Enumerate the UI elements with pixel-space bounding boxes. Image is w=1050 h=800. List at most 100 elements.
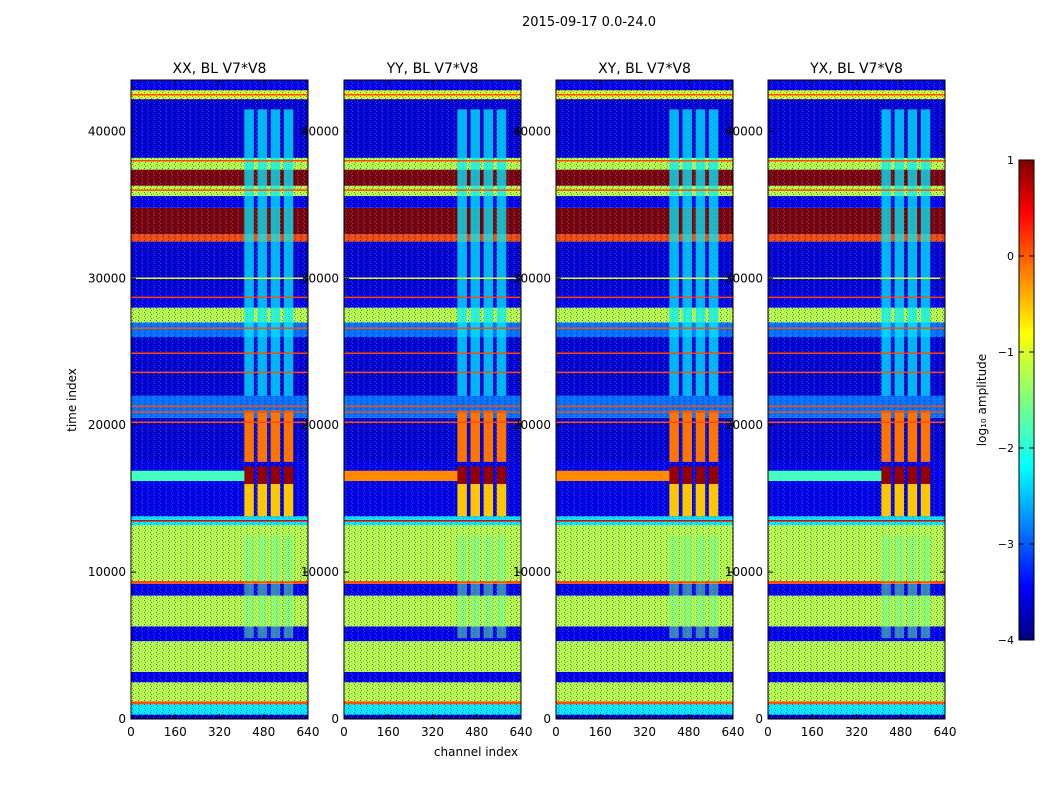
panel-xx: XX, BL V7*V8 0 160 320 480 640 0 10000 20000 3000… <box>88 61 320 739</box>
rfi-column <box>881 535 891 639</box>
y-tick-label: 30000 <box>88 271 126 285</box>
rfi-column-bright <box>708 483 719 517</box>
x-tick-label: 480 <box>677 725 700 739</box>
colorbar-tick-label: −2 <box>998 442 1014 455</box>
rfi-column-bright <box>920 483 931 517</box>
rfi-burst <box>695 466 706 484</box>
x-tick-label: 0 <box>127 725 135 739</box>
rfi-column <box>920 109 931 396</box>
x-tick-label: 160 <box>164 725 187 739</box>
x-tick-label: 640 <box>934 725 957 739</box>
rfi-column <box>244 109 254 396</box>
y-tick-label: 10000 <box>513 565 551 579</box>
noise-texture <box>131 80 308 719</box>
rfi-burst <box>894 466 904 484</box>
rfi-column <box>270 109 281 396</box>
rfi-column-bright <box>669 410 679 462</box>
broadband-burst <box>768 470 882 482</box>
rfi-column <box>682 109 692 396</box>
ylabel: time index <box>65 368 79 432</box>
colorbar-tick-label: 1 <box>1007 154 1014 167</box>
rfi-column-bright <box>881 410 891 462</box>
rfi-column <box>682 535 692 639</box>
x-tick-label: 640 <box>297 725 320 739</box>
broadband-burst <box>344 470 458 482</box>
rfi-column-bright <box>708 410 719 462</box>
rfi-column-bright <box>920 410 931 462</box>
rfi-column-bright <box>457 410 467 462</box>
rfi-column <box>894 109 904 396</box>
rfi-burst <box>483 466 494 484</box>
rfi-burst <box>257 466 267 484</box>
rfi-burst <box>907 466 918 484</box>
y-tick-label: 10000 <box>88 565 126 579</box>
colorbar-tick-label: −1 <box>998 346 1014 359</box>
rfi-column-bright <box>907 410 918 462</box>
panel-image <box>768 80 945 719</box>
rfi-column-bright <box>244 483 254 517</box>
rfi-column-bright <box>496 483 507 517</box>
rfi-burst <box>708 466 719 484</box>
x-tick-label: 320 <box>633 725 656 739</box>
colorbar-gradient <box>1018 159 1035 641</box>
x-tick-label: 480 <box>889 725 912 739</box>
broadband-burst <box>131 470 245 482</box>
y-tick-label: 40000 <box>301 124 339 138</box>
y-tick-label: 20000 <box>301 418 339 432</box>
rfi-column <box>283 535 294 639</box>
rfi-column <box>669 109 679 396</box>
panel-title: YY, BL V7*V8 <box>386 61 479 77</box>
rfi-column <box>470 535 480 639</box>
x-tick-label: 0 <box>764 725 772 739</box>
rfi-burst <box>270 466 281 484</box>
figure-suptitle: 2015-09-17 0.0-24.0 <box>522 15 656 30</box>
rfi-burst <box>920 466 931 484</box>
rfi-column <box>496 109 507 396</box>
rfi-column-bright <box>283 410 294 462</box>
rfi-column <box>695 109 706 396</box>
noise-texture <box>556 80 733 719</box>
rfi-column-bright <box>881 483 891 517</box>
rfi-column-bright <box>669 483 679 517</box>
rfi-burst <box>881 466 891 484</box>
rfi-column-bright <box>907 483 918 517</box>
rfi-column-bright <box>483 410 494 462</box>
y-tick-label: 0 <box>118 712 126 726</box>
rfi-burst <box>470 466 480 484</box>
rfi-column <box>669 535 679 639</box>
x-tick-label: 480 <box>465 725 488 739</box>
x-tick-label: 640 <box>722 725 745 739</box>
rfi-column-bright <box>496 410 507 462</box>
rfi-column-bright <box>244 410 254 462</box>
x-tick-label: 640 <box>510 725 533 739</box>
rfi-burst <box>682 466 692 484</box>
rfi-column <box>496 535 507 639</box>
y-tick-label: 0 <box>543 712 551 726</box>
rfi-column-bright <box>257 483 267 517</box>
y-tick-label: 20000 <box>725 418 763 432</box>
rfi-column <box>244 535 254 639</box>
noise-texture <box>344 80 521 719</box>
broadband-burst <box>556 470 670 482</box>
x-tick-label: 320 <box>421 725 444 739</box>
rfi-column-bright <box>682 483 692 517</box>
rfi-column <box>470 109 480 396</box>
rfi-column <box>881 109 891 396</box>
panel-title: XX, BL V7*V8 <box>173 61 267 77</box>
panel-yy: YY, BL V7*V8 0 160 320 480 640 0 10000 20000 3000… <box>301 61 533 739</box>
xlabel: channel index <box>434 745 518 759</box>
rfi-column <box>695 535 706 639</box>
rfi-column <box>257 109 267 396</box>
rfi-column <box>907 109 918 396</box>
colorbar-tick-label: −3 <box>998 538 1014 551</box>
rfi-column-bright <box>270 483 281 517</box>
colorbar: 1 0 −1 −2 −3 −4 log₁₀ amplitude <box>975 154 1035 647</box>
x-tick-label: 0 <box>340 725 348 739</box>
y-tick-label: 30000 <box>725 271 763 285</box>
y-tick-label: 30000 <box>513 271 551 285</box>
rfi-column-bright <box>682 410 692 462</box>
rfi-column <box>483 109 494 396</box>
y-tick-label: 10000 <box>725 565 763 579</box>
rfi-burst <box>457 466 467 484</box>
